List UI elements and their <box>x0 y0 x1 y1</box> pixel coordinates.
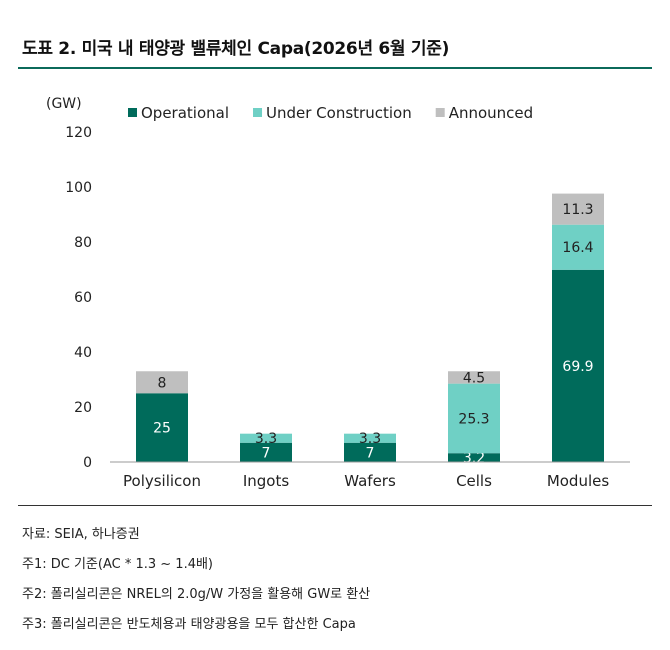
data-label: 4.5 <box>463 370 485 386</box>
y-tick-label: 20 <box>74 400 92 416</box>
x-tick-label: Cells <box>456 472 492 490</box>
chart-legend: Operational Under Construction Announced <box>128 104 533 122</box>
bar-segment <box>136 393 188 462</box>
legend-label: Operational <box>141 104 229 122</box>
footnote-2: 주2: 폴리실리콘은 NREL의 2.0g/W 가정을 활용해 GW로 환산 <box>22 587 371 602</box>
data-label: 7 <box>366 445 375 461</box>
bar-segment <box>448 453 500 462</box>
footnote-1: 주1: DC 기준(AC * 1.3 ~ 1.4배) <box>22 557 213 572</box>
bar-segment <box>448 383 500 454</box>
data-label: 3.2 <box>463 451 485 467</box>
footnote-3: 주3: 폴리실리콘은 반도체용과 태양광용을 모두 합산한 Capa <box>22 617 356 632</box>
stacked-bar-chart: (GW) Operational Under Construction Announ… <box>46 96 630 490</box>
legend-swatch <box>435 108 445 117</box>
data-label: 25 <box>153 421 171 437</box>
legend-swatch <box>128 108 137 117</box>
data-label: 7 <box>262 445 271 461</box>
legend-label: Under Construction <box>266 104 412 122</box>
y-axis: 0 20 40 60 80 100 120 <box>65 125 92 471</box>
y-tick-label: 0 <box>83 455 92 471</box>
y-axis-unit-label: (GW) <box>46 96 82 112</box>
data-label: 8 <box>158 375 167 391</box>
legend-swatch <box>253 108 263 117</box>
bar-segment <box>240 433 292 443</box>
y-tick-label: 40 <box>74 345 92 361</box>
data-label: 11.3 <box>562 202 593 218</box>
data-label: 16.4 <box>562 240 593 256</box>
bar-segment <box>344 433 396 443</box>
bar-segment <box>552 269 604 462</box>
x-tick-label: Wafers <box>344 472 396 490</box>
footnote-divider <box>18 505 652 506</box>
bar-segment <box>552 224 604 270</box>
bar-segment <box>552 193 604 225</box>
bar-segment <box>136 371 188 394</box>
legend-label: Announced <box>449 104 533 122</box>
bar-segment <box>344 442 396 462</box>
data-label: 25.3 <box>458 411 489 427</box>
x-axis: Polysilicon Ingots Wafers Cells Modules <box>110 461 630 490</box>
footnotes: 자료: SEIA, 하나증권 주1: DC 기준(AC * 1.3 ~ 1.4배… <box>22 520 370 640</box>
bar-segment <box>448 371 500 384</box>
x-tick-label: Modules <box>547 472 610 490</box>
x-tick-label: Ingots <box>243 472 290 490</box>
title-divider <box>18 67 652 69</box>
y-tick-label: 120 <box>65 125 92 141</box>
footnote-source: 자료: SEIA, 하나증권 <box>22 527 140 542</box>
chart-title: 도표 2. 미국 내 태양광 밸류체인 Capa(2026년 6월 기준) <box>22 39 450 59</box>
y-tick-label: 80 <box>74 235 92 251</box>
bar-segment <box>240 442 292 462</box>
y-tick-label: 60 <box>74 290 92 306</box>
data-label: 69.9 <box>562 359 593 375</box>
data-label: 3.3 <box>359 431 381 447</box>
x-tick-label: Polysilicon <box>123 472 201 490</box>
data-label: 3.3 <box>255 431 277 447</box>
y-tick-label: 100 <box>65 180 92 196</box>
